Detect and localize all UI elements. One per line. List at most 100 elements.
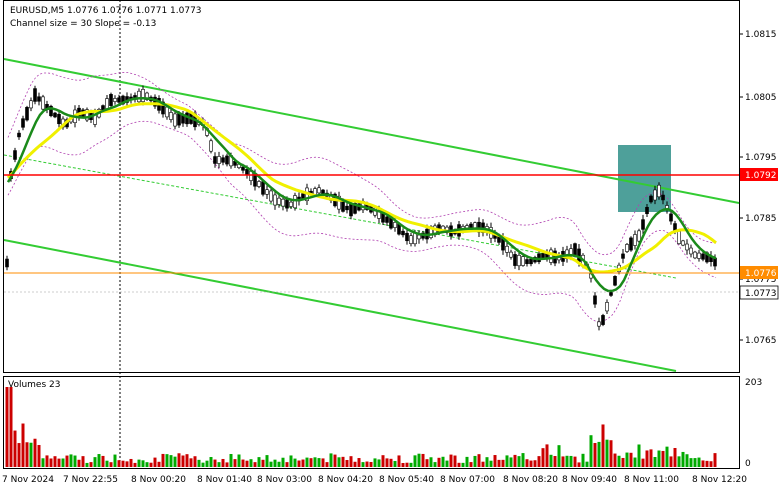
volume-bar — [241, 459, 245, 467]
volume-bar — [477, 454, 481, 467]
moving-averages — [6, 96, 717, 293]
candle-body — [25, 107, 29, 121]
price-tag-current: 1.0773 — [739, 285, 779, 300]
volume-bar — [513, 454, 517, 467]
time-tick: 8 Nov 01:40 — [197, 475, 252, 485]
candle-body — [349, 203, 353, 217]
volume-bar — [53, 456, 57, 467]
volume-bar — [249, 459, 253, 467]
volume-bar — [17, 443, 21, 467]
volume-bar — [341, 456, 345, 467]
volume-bar — [301, 459, 305, 467]
volume-bar — [389, 458, 393, 467]
volume-bar — [45, 455, 49, 467]
volume-bar — [205, 460, 209, 467]
volume-bar — [93, 457, 97, 467]
volume-bar — [361, 462, 365, 467]
candle-body — [117, 97, 121, 103]
volume-bar — [365, 461, 369, 467]
volume-bar — [97, 454, 101, 467]
volume-bar — [525, 459, 529, 467]
volume-bar — [237, 454, 241, 467]
time-tick: 8 Nov 11:00 — [624, 475, 679, 485]
volume-bar — [297, 460, 301, 467]
volume-scale-min: 0 — [745, 459, 751, 469]
candle-body — [249, 171, 253, 181]
volume-bar — [433, 462, 437, 467]
volume-bar — [293, 458, 297, 467]
volume-bar — [633, 457, 637, 467]
volume-bar — [345, 460, 349, 467]
channel-lines — [3, 58, 740, 372]
volume-bar — [689, 458, 693, 467]
candle-body — [385, 216, 389, 223]
channel-upper — [3, 58, 740, 204]
volume-bar — [649, 449, 653, 467]
volume-bar — [641, 458, 645, 467]
volume-bar — [589, 435, 593, 467]
volume-bar — [185, 454, 189, 467]
candle-body — [645, 206, 649, 215]
candle-body — [549, 249, 553, 263]
candle-body — [409, 235, 413, 244]
candle-body — [697, 252, 701, 259]
candle-body — [269, 190, 273, 202]
volume-bar — [81, 456, 85, 467]
volume-bar — [173, 456, 177, 467]
price-tick: 1.0785 — [745, 214, 777, 224]
volume-bar — [533, 460, 537, 467]
volume-bar — [37, 445, 41, 467]
candle-body — [289, 201, 293, 207]
price-tick: 1.0815 — [745, 30, 777, 40]
volume-bar — [273, 459, 277, 467]
volume-bar — [277, 461, 281, 467]
candle-body — [337, 195, 341, 210]
candle-body — [405, 232, 409, 242]
volume-bar — [209, 457, 213, 467]
volume-bar — [541, 448, 545, 467]
candle-body — [669, 213, 673, 222]
volume-bar — [193, 456, 197, 467]
volume-bar — [581, 453, 585, 467]
volume-bar — [557, 445, 561, 467]
candle-body — [277, 197, 281, 205]
candle-body — [621, 253, 625, 259]
price-tick: 1.0805 — [745, 93, 777, 103]
volume-bar — [445, 460, 449, 467]
time-tick: 8 Nov 12:20 — [692, 475, 747, 485]
svg-text:1.0773: 1.0773 — [745, 289, 777, 299]
volume-bar — [61, 458, 65, 467]
volume-bar — [9, 387, 13, 467]
volume-bar — [321, 458, 325, 467]
volume-bar — [213, 459, 217, 467]
volume-bar — [157, 461, 161, 467]
price-tag-resistance: 1.0792 — [740, 168, 778, 181]
candle-body — [641, 219, 645, 230]
candle-body — [173, 113, 177, 127]
volume-bar — [593, 442, 597, 467]
volume-bar — [625, 452, 629, 467]
volume-bar — [553, 456, 557, 467]
volume-bar — [465, 456, 469, 467]
volume-bar — [325, 462, 329, 467]
volume-bar — [101, 455, 105, 467]
candle-body — [637, 230, 641, 242]
candle-body — [649, 195, 653, 203]
volume-bar — [281, 457, 285, 467]
volume-bar — [601, 424, 605, 467]
volume-bar — [369, 461, 373, 467]
volume-bar — [597, 441, 601, 467]
volume-bar — [449, 454, 453, 467]
candle-body — [49, 105, 53, 117]
volume-bar — [569, 455, 573, 467]
candle-body — [33, 88, 37, 102]
volume-bar — [77, 459, 81, 467]
volume-bar — [41, 458, 45, 467]
time-tick: 8 Nov 09:40 — [562, 475, 617, 485]
candle-body — [353, 202, 357, 214]
time-axis: 7 Nov 2024 7 Nov 22:55 8 Nov 00:20 8 Nov… — [2, 475, 747, 485]
candle-body — [41, 96, 45, 110]
candle-body — [685, 243, 689, 251]
volume-bar — [469, 462, 473, 467]
